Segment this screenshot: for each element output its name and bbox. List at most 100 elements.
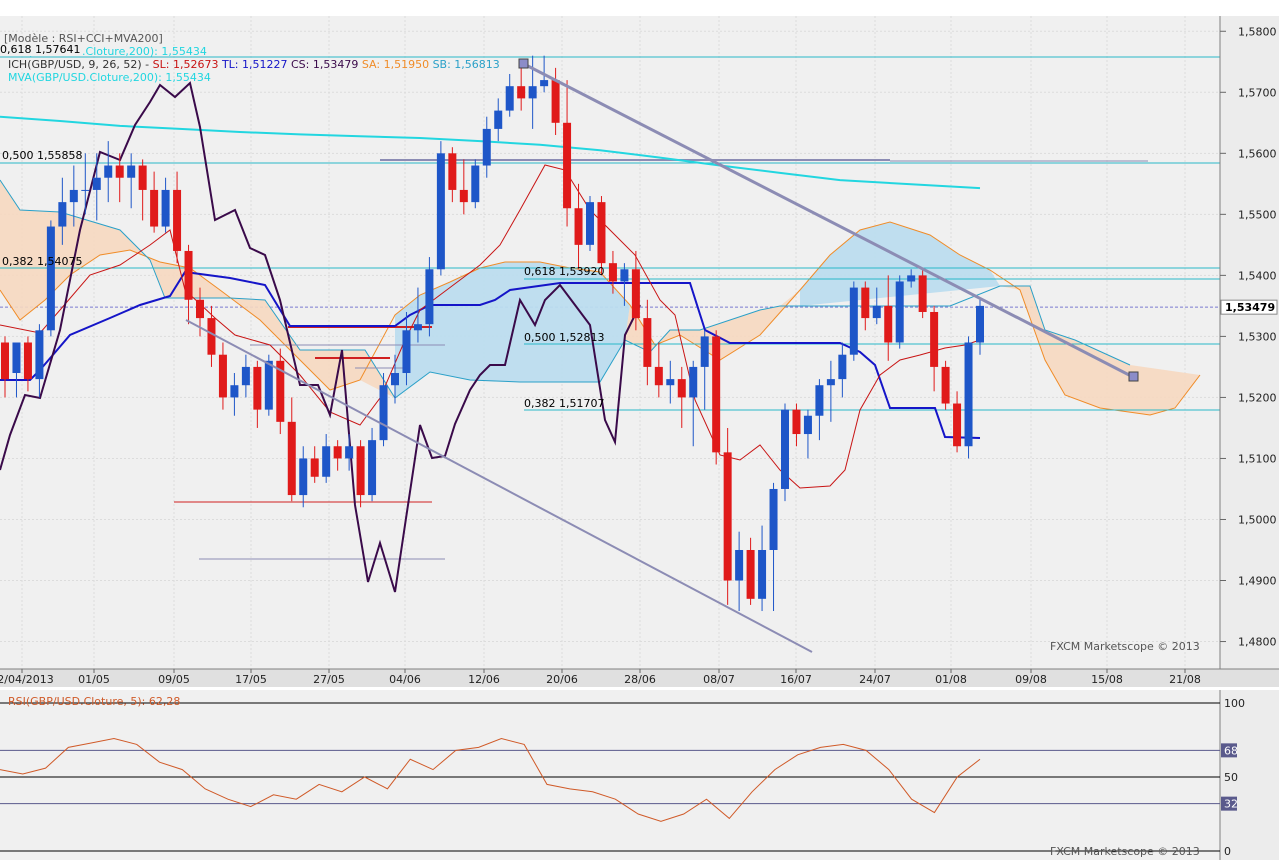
date-tick-label: 12/06 <box>468 673 500 686</box>
trendline-handle-start <box>518 58 529 69</box>
candle-down <box>654 366 663 386</box>
candle-up <box>872 305 881 319</box>
candle-down <box>196 299 204 319</box>
trendlines[interactable] <box>185 58 1139 653</box>
ich-sa: SA: 1,51950 <box>361 58 430 71</box>
date-tick-label: 15/08 <box>1091 673 1123 686</box>
trendline-lower <box>185 319 813 653</box>
ich-label: ICH(GBP/USD, 9, 26, 52) - SL: 1,52673 TL… <box>8 59 500 71</box>
candle-down <box>861 287 870 319</box>
rsi-tick-label: 50 <box>1224 771 1238 784</box>
candle-up <box>379 385 388 441</box>
candle-up <box>769 488 778 550</box>
candle-up <box>127 165 136 178</box>
candle-up <box>436 153 445 270</box>
candle-down <box>287 421 296 496</box>
candle-up <box>528 86 537 99</box>
candle-down <box>930 311 939 367</box>
current-price-label: 1,53479 <box>1225 301 1275 314</box>
candle-down <box>631 269 640 319</box>
fib-382-top-label: 0,382 1,54075 <box>2 255 83 268</box>
candle-up <box>299 458 308 496</box>
candle-down <box>356 446 365 496</box>
candle-down <box>253 366 262 410</box>
candle-down <box>746 549 755 599</box>
candle-down <box>597 202 606 264</box>
candle-up <box>700 336 709 367</box>
candle-up <box>230 385 239 398</box>
ich-sl: SL: 1,52673 <box>152 58 219 71</box>
candle-down <box>218 354 227 398</box>
fib-500-top-label: 0,500 1,55858 <box>2 149 83 162</box>
fib-618-top-label: 0,618 1,57641 <box>0 43 83 56</box>
candle-down <box>333 446 342 459</box>
date-axis: 22/04/2013 01/05 09/05 17/05 27/05 04/06 12/06… <box>0 669 1201 686</box>
candle-up <box>482 128 491 166</box>
candle-up <box>586 202 594 245</box>
model-label: [Modèle : RSI+CCI+MVA200] <box>4 32 163 45</box>
ich-name: ICH(GBP/USD, 9, 26, 52) - <box>8 58 150 71</box>
date-tick-label: 17/05 <box>235 673 267 686</box>
date-tick-label: 09/05 <box>158 673 190 686</box>
rsi-level-tag <box>1221 743 1237 758</box>
candle-down <box>173 189 182 251</box>
candle-up <box>803 415 812 435</box>
candle-down <box>712 336 721 453</box>
cloud-bear-left <box>0 180 395 398</box>
rsi-panel-bg <box>0 690 1220 860</box>
candle-up <box>69 189 78 203</box>
candle-up <box>413 324 422 331</box>
ichimoku-cloud <box>0 179 1201 416</box>
senkou-a-line <box>0 221 1201 416</box>
mva-label: MVA(GBP/USD.Cloture,200): 1,55434 <box>8 71 211 84</box>
candle-up <box>471 165 480 203</box>
candle-down <box>574 208 583 245</box>
candle-down <box>276 360 285 422</box>
date-tick-label: 22/04/2013 <box>0 673 54 686</box>
candle-down <box>563 122 572 209</box>
senkou-b-line <box>0 179 1131 399</box>
date-tick-label: 21/08 <box>1169 673 1201 686</box>
cloud-bull-right <box>800 222 1000 306</box>
rsi-tick-label: 32 <box>1224 798 1238 811</box>
candle-up <box>620 269 629 282</box>
candle-up <box>161 189 170 227</box>
price-tick-label: 1,5000 <box>1238 513 1277 526</box>
fib-618-mid-label: 0,618 1,53920 <box>524 265 605 278</box>
candle-up <box>81 189 90 191</box>
date-tick-label: 16/07 <box>780 673 812 686</box>
date-tick-label: 09/08 <box>1015 673 1047 686</box>
candle-down <box>310 458 319 477</box>
price-tick-label: 1,5400 <box>1238 269 1277 282</box>
candle-up <box>241 366 250 386</box>
ich-tl: TL: 1,51227 <box>221 58 288 71</box>
candle-up <box>12 342 21 374</box>
price-tick-label: 1,5600 <box>1238 147 1277 160</box>
candle-up <box>58 202 67 227</box>
kijun-line <box>0 270 981 439</box>
candle-down <box>551 80 560 123</box>
candle-up <box>35 330 44 380</box>
ich-cs: CS: 1,53479 <box>291 58 359 71</box>
candle-up <box>666 379 675 386</box>
candle-down <box>517 86 526 99</box>
price-axis-bg <box>1220 16 1279 669</box>
trendline-handle-end <box>1128 371 1139 382</box>
candle-up <box>758 549 767 599</box>
candle-down <box>723 452 732 581</box>
candle-up <box>104 165 113 178</box>
price-tick-label: 1,5800 <box>1238 25 1277 38</box>
price-tick-label: 1,4800 <box>1238 636 1277 649</box>
date-tick-label: 08/07 <box>703 673 735 686</box>
candle-up <box>895 281 904 343</box>
date-tick-label: 27/05 <box>313 673 345 686</box>
candle-down <box>884 305 893 343</box>
rsi-level-tag <box>1221 796 1237 811</box>
rsi-tick-label: 0 <box>1224 845 1231 858</box>
candle-up <box>391 373 399 386</box>
candle-down <box>953 403 962 447</box>
candle-up <box>826 379 835 386</box>
candle-down <box>643 318 652 367</box>
ich-sb: SB: 1,56813 <box>432 58 500 71</box>
